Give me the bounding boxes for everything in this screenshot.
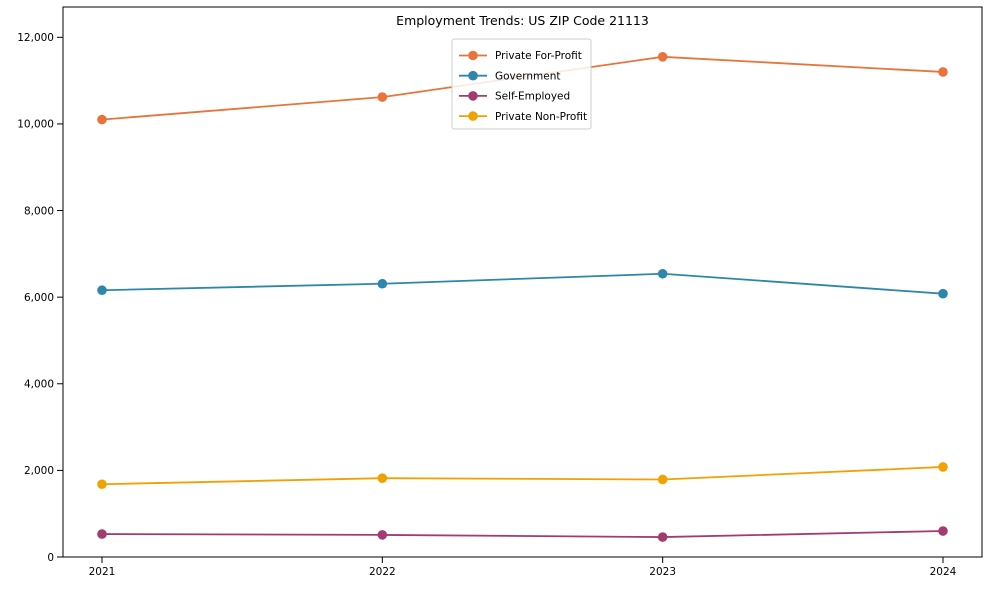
data-point-government-2022 [377,278,388,289]
y-axis-tick-label: 2,000 [24,465,54,477]
chart-title: Employment Trends: US ZIP Code 21113 [396,13,649,28]
series-line-self-employed [101,530,944,538]
x-axis-tick-label: 2022 [369,566,396,578]
data-point-private-non-profit-2021 [97,479,107,490]
legend-item-government: Government [459,70,560,82]
data-point-private-for-profit-2022 [377,92,388,102]
x-axis-tick-label: 2024 [930,566,957,578]
data-point-private-non-profit-2022 [377,473,388,483]
y-axis-tick-label: 12,000 [17,32,54,44]
legend-label: Private Non-Profit [495,111,587,123]
x-axis-tick-label: 2023 [649,566,676,578]
data-point-private-for-profit-2023 [657,52,668,62]
y-axis-tick-label: 0 [47,552,54,564]
series-line-private-non-profit [101,466,944,486]
legend-label: Private For-Profit [495,50,582,62]
data-point-self-employed-2023 [657,532,668,542]
data-point-government-2023 [657,268,668,279]
legend-item-private-for-profit: Private For-Profit [459,50,582,62]
data-point-private-non-profit-2023 [657,474,668,485]
legend-label: Government [495,70,560,82]
y-axis-tick-label: 4,000 [24,379,54,391]
data-point-government-2024 [938,288,948,299]
data-point-private-non-profit-2024 [938,462,948,472]
legend-box [451,38,592,130]
data-point-self-employed-2021 [97,529,107,539]
data-point-government-2021 [97,285,107,296]
legend: Private For-Profit Government Self-Employe… [451,38,592,130]
legend-label: Self-Employed [495,91,570,103]
y-axis-tick-label: 6,000 [24,292,54,304]
data-point-self-employed-2024 [938,526,948,536]
legend-item-self-employed: Self-Employed [459,91,570,103]
x-axis-tick-label: 2021 [89,566,116,578]
plot-border [62,6,983,558]
data-point-self-employed-2022 [377,530,388,540]
series-line-government [101,272,944,295]
y-axis-tick-label: 8,000 [24,205,54,217]
legend-marker-icon [468,70,478,81]
data-point-private-for-profit-2024 [938,67,948,77]
legend-marker-icon [468,111,478,121]
y-axis-tick-label: 10,000 [17,119,54,131]
data-point-private-for-profit-2021 [97,114,107,125]
legend-marker-icon [468,50,478,61]
legend-item-private-non-profit: Private Non-Profit [459,111,587,123]
legend-marker-icon [468,91,478,101]
